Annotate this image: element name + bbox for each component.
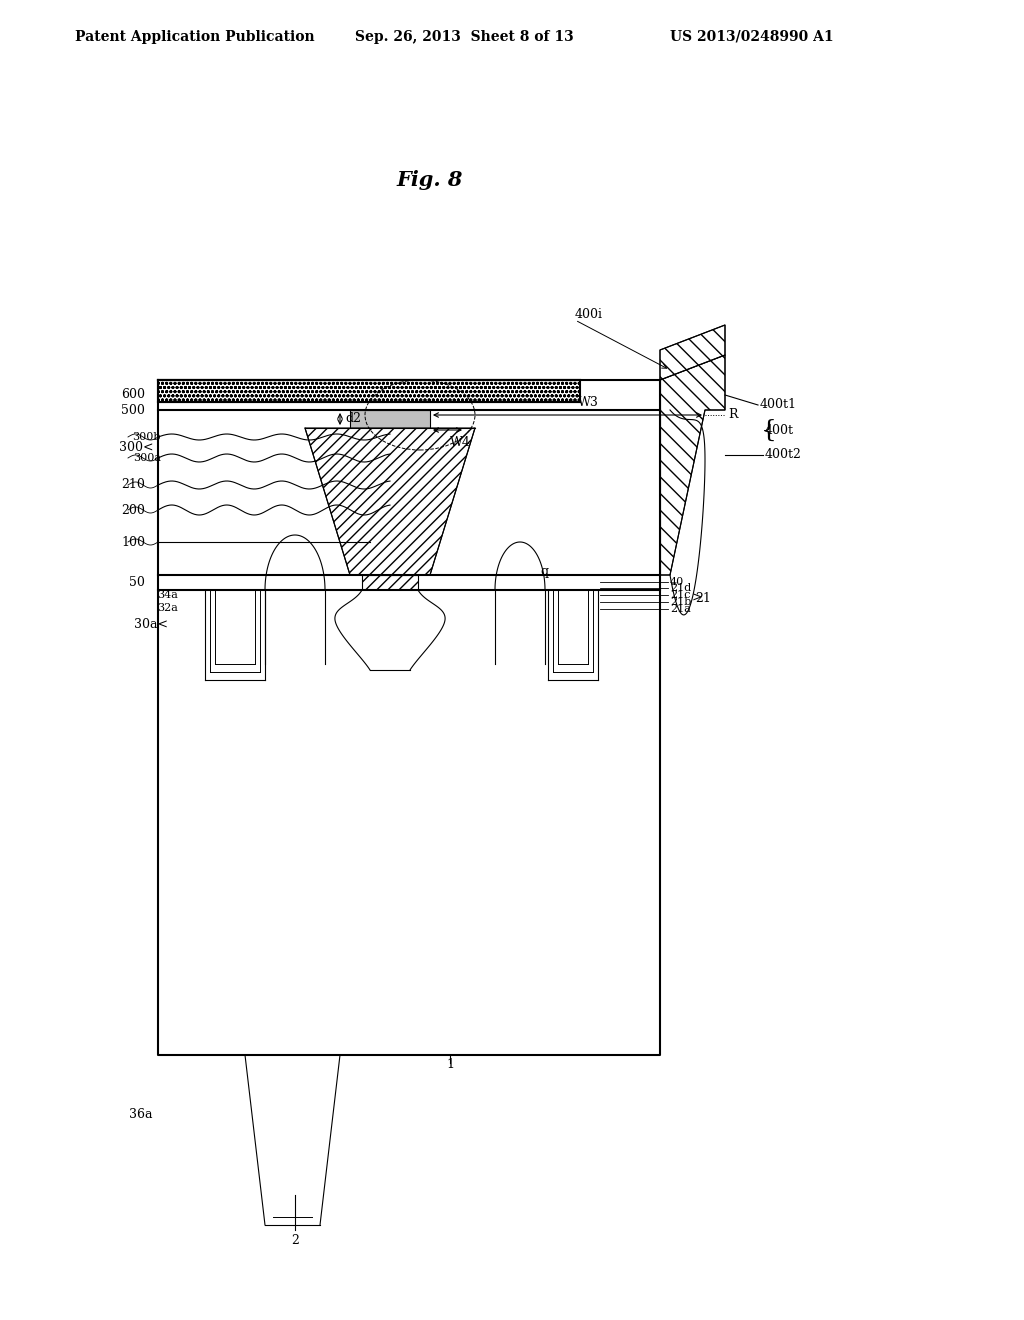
Text: W3: W3 [578,396,598,409]
Text: d2: d2 [345,412,361,425]
FancyBboxPatch shape [350,411,430,428]
Polygon shape [305,428,475,576]
Text: 210: 210 [121,479,145,491]
Text: R: R [728,408,737,421]
Text: 21d: 21d [670,583,691,593]
Text: 21a: 21a [670,605,691,614]
Bar [362,576,418,590]
Text: 21b: 21b [670,597,691,607]
Text: Sep. 26, 2013  Sheet 8 of 13: Sep. 26, 2013 Sheet 8 of 13 [355,30,573,44]
Text: 200: 200 [121,503,145,516]
Text: 400t2: 400t2 [765,449,802,462]
Text: Fig. 8: Fig. 8 [397,170,463,190]
Text: 300b: 300b [132,432,161,442]
Text: 300<: 300< [119,441,153,454]
Text: 100: 100 [121,536,145,549]
Polygon shape [660,325,725,380]
Polygon shape [158,380,580,403]
Text: 400i: 400i [575,309,603,322]
Polygon shape [660,355,725,576]
Text: 300a: 300a [133,453,161,463]
Text: 400t1: 400t1 [760,399,797,412]
Polygon shape [335,590,445,671]
Text: q: q [540,565,548,578]
Text: 21c: 21c [670,590,690,601]
Text: US 2013/0248990 A1: US 2013/0248990 A1 [670,30,834,44]
Text: >: > [692,591,702,605]
Text: 1: 1 [446,1059,454,1072]
Text: 32a: 32a [157,603,178,612]
Text: 40: 40 [670,577,684,587]
Text: 34a: 34a [157,590,178,601]
Text: {: { [761,418,777,441]
Text: 30a<: 30a< [134,619,168,631]
Text: Patent Application Publication: Patent Application Publication [75,30,314,44]
Text: 600: 600 [121,388,145,401]
Text: 500: 500 [121,404,145,417]
Text: 36a: 36a [129,1109,153,1122]
Text: W4: W4 [450,436,471,449]
Text: 50: 50 [129,576,145,589]
Text: 400t: 400t [765,424,794,437]
Text: 2: 2 [291,1233,299,1246]
Text: 21: 21 [695,591,711,605]
